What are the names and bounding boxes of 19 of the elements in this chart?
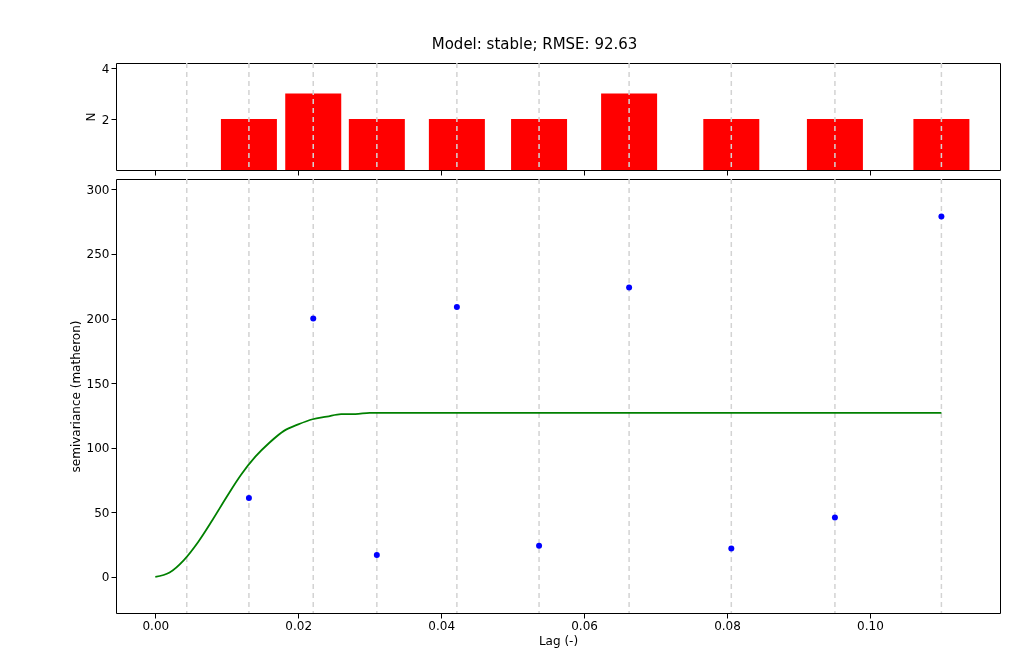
- y-tick-label: 300: [86, 182, 110, 197]
- chart-title: Model: stable; RMSE: 92.63: [431, 34, 638, 53]
- y-tick-label: 100: [86, 441, 110, 456]
- x-tick-label: 0.10: [857, 618, 884, 633]
- y-axis-title: semivariance (matheron): [68, 320, 83, 473]
- y-tick-label: 2: [101, 112, 110, 127]
- x-tick-label: 0.02: [285, 618, 313, 633]
- y-tick-label: 200: [86, 312, 110, 326]
- y-tick-label: 4: [101, 61, 110, 76]
- x-tick-label: 0.00: [142, 618, 170, 633]
- x-axis-title: Lag (-): [538, 633, 579, 648]
- y-tick-label: 250: [86, 247, 110, 262]
- y-tick-label: 150: [86, 376, 110, 391]
- y-axis-title: N: [83, 112, 98, 122]
- x-tick-label: 0.04: [428, 618, 456, 633]
- y-tick-label: 0: [101, 570, 110, 585]
- x-tick-label: 0.06: [571, 618, 598, 633]
- x-tick-label: 0.08: [714, 618, 741, 633]
- y-tick-label: 50: [94, 505, 110, 520]
